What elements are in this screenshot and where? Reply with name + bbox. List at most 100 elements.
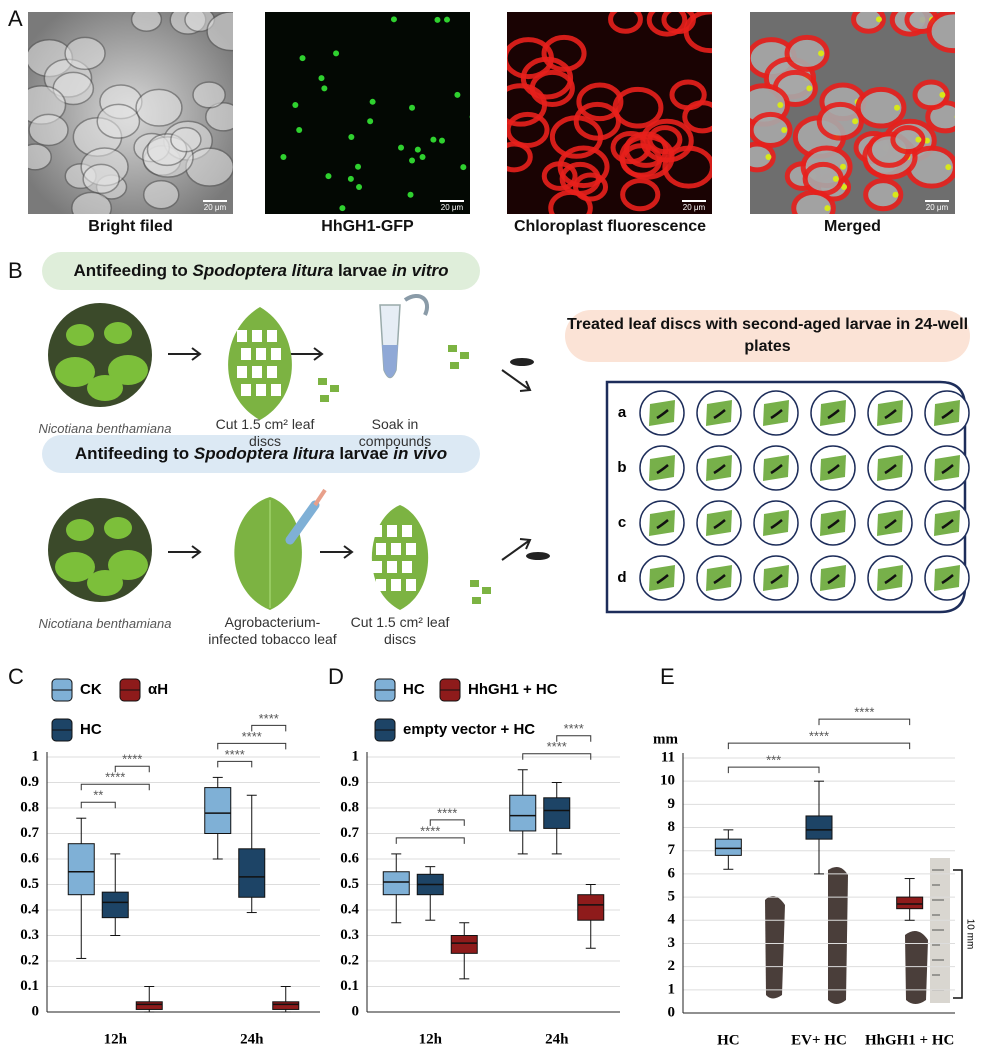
leaf-disc <box>877 565 903 591</box>
box <box>135 1001 163 1010</box>
y-tick-label: 7 <box>668 842 676 858</box>
spot <box>434 16 441 23</box>
significance-label: *** <box>766 753 781 768</box>
cells <box>507 12 712 214</box>
cell <box>142 179 180 210</box>
leaf-disc <box>649 510 675 536</box>
larva <box>713 464 726 475</box>
micrograph: 20 μm <box>750 12 973 214</box>
larva <box>770 409 783 420</box>
cell <box>851 12 886 34</box>
y-tick-label: 0.4 <box>20 901 39 917</box>
larva <box>827 574 840 585</box>
legend-label: CK <box>80 681 102 698</box>
cell <box>912 79 950 111</box>
x-tick-label: 12h <box>104 1031 128 1047</box>
significance-bracket <box>818 718 911 726</box>
cell <box>612 86 664 129</box>
spot <box>777 101 784 108</box>
spot <box>321 85 328 92</box>
box <box>509 794 537 832</box>
y-tick-label: 0.7 <box>20 825 39 841</box>
y-tick-label: 4 <box>668 912 676 928</box>
box <box>896 896 924 910</box>
row-label: d <box>617 569 626 586</box>
leaf-hole <box>252 366 262 378</box>
significance-bracket <box>556 735 592 742</box>
scale-bar <box>440 200 464 202</box>
y-tick-label: 1 <box>32 748 40 764</box>
step-label: Cut 1.5 cm² leaf discs <box>215 416 315 449</box>
spot <box>840 163 847 170</box>
y-tick-label: 0.4 <box>340 901 359 917</box>
spot <box>339 205 346 212</box>
y-tick-label: 0.8 <box>340 799 359 815</box>
leaf-hole <box>391 579 401 591</box>
larva <box>827 409 840 420</box>
spot <box>967 28 973 34</box>
leaf-hole <box>271 348 281 360</box>
leaf-hole <box>252 330 262 342</box>
leaf-disc <box>706 455 732 481</box>
cell <box>855 86 907 129</box>
spot <box>832 175 839 182</box>
spot <box>292 101 299 108</box>
spot <box>939 91 946 98</box>
leaf-disc <box>820 455 846 481</box>
spot <box>852 118 859 125</box>
cell <box>573 101 621 141</box>
legend-label: HC <box>403 681 425 698</box>
section-title: Antifeeding to Spodoptera litura larvae … <box>42 435 480 473</box>
x-tick-label: HC <box>717 1032 740 1048</box>
larva <box>656 574 669 585</box>
leaf-disc <box>649 400 675 426</box>
y-tick-label: 0.7 <box>340 825 359 841</box>
larva <box>827 464 840 475</box>
plant-label: Nicotiana benthamiana <box>38 616 172 631</box>
cell <box>791 189 836 214</box>
leaf-disc <box>934 455 960 481</box>
significance-bracket <box>217 760 253 768</box>
spot <box>438 137 445 144</box>
leaf-hole <box>237 330 247 342</box>
y-tick-label: 1 <box>352 748 360 764</box>
leaf-disc <box>877 510 903 536</box>
cell <box>548 189 593 214</box>
spot <box>892 191 899 198</box>
cells <box>28 12 233 214</box>
spot <box>419 154 426 161</box>
y-tick-label: 3 <box>668 935 676 951</box>
leaf-disc <box>820 565 846 591</box>
cell <box>130 12 163 33</box>
spot <box>482 28 488 34</box>
legend-label: HhGH1 + HC <box>468 681 558 698</box>
y-tick-label: 0.2 <box>340 952 359 968</box>
cells <box>750 12 973 214</box>
spot <box>444 16 451 23</box>
spot <box>469 115 470 119</box>
panel-letter: C <box>8 664 24 689</box>
larva <box>656 409 669 420</box>
cell <box>28 113 69 147</box>
y-tick-label: 0.1 <box>20 978 39 994</box>
leaf-hole <box>406 579 416 591</box>
spot <box>296 126 303 133</box>
box <box>805 815 833 840</box>
larva <box>941 464 954 475</box>
significance-bracket <box>251 724 287 732</box>
significance-bracket <box>80 801 116 809</box>
cell <box>206 12 233 52</box>
cell <box>64 36 106 71</box>
image-label: Merged <box>824 218 881 235</box>
spot <box>841 184 848 191</box>
scale-bar-label: 20 μm <box>204 203 227 212</box>
significance-bracket <box>727 742 911 750</box>
cell <box>890 125 926 155</box>
box <box>543 797 571 829</box>
y-tick-label: 10 <box>660 773 675 789</box>
spot <box>460 164 467 171</box>
scale-bar <box>925 200 949 202</box>
cell <box>557 145 610 189</box>
larva <box>770 519 783 530</box>
